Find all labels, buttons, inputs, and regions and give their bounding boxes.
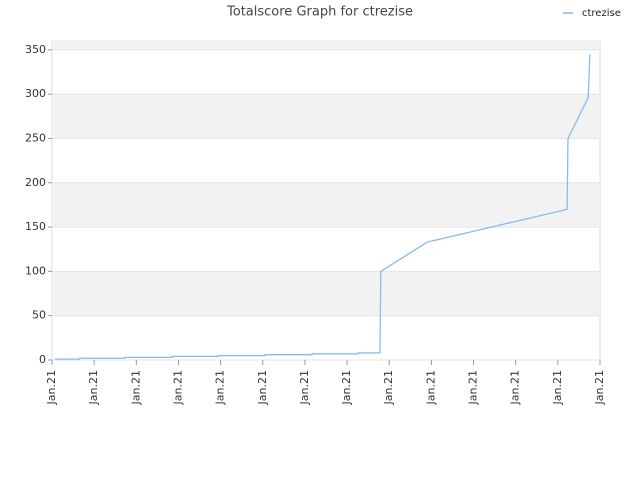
x-tick-label: Jan.21 <box>467 370 480 405</box>
x-tick-label: Jan.21 <box>424 370 437 405</box>
y-tick-label: 250 <box>25 131 46 144</box>
y-tick-label: 200 <box>25 176 46 189</box>
x-tick-label: Jan.21 <box>214 370 227 405</box>
x-tick-label: Jan.21 <box>171 370 184 405</box>
chart-title: Totalscore Graph for ctrezise <box>226 5 413 20</box>
x-tick-label: Jan.21 <box>45 370 58 405</box>
grid-band <box>52 182 600 228</box>
x-tick-label: Jan.21 <box>509 370 522 405</box>
x-tick-label: Jan.21 <box>593 370 606 405</box>
y-tick-label: 0 <box>39 353 46 366</box>
x-tick-label: Jan.21 <box>129 370 142 405</box>
x-tick-label: Jan.21 <box>382 370 395 405</box>
grid-band <box>52 271 600 316</box>
x-tick-label: Jan.21 <box>298 370 311 405</box>
y-tick-label: 150 <box>25 220 46 233</box>
x-tick-label: Jan.21 <box>551 370 564 405</box>
x-tick-label: Jan.21 <box>340 370 353 405</box>
y-tick-label: 100 <box>25 264 46 277</box>
legend-label: ctrezise <box>582 8 621 19</box>
y-tick-label: 300 <box>25 87 46 100</box>
y-tick-label: 350 <box>25 43 46 56</box>
x-tick-label: Jan.21 <box>256 370 269 405</box>
grid-band <box>52 94 600 139</box>
data-line <box>54 54 591 360</box>
y-tick-label: 50 <box>32 309 46 322</box>
grid-band <box>52 41 600 50</box>
x-tick-label: Jan.21 <box>87 370 100 405</box>
